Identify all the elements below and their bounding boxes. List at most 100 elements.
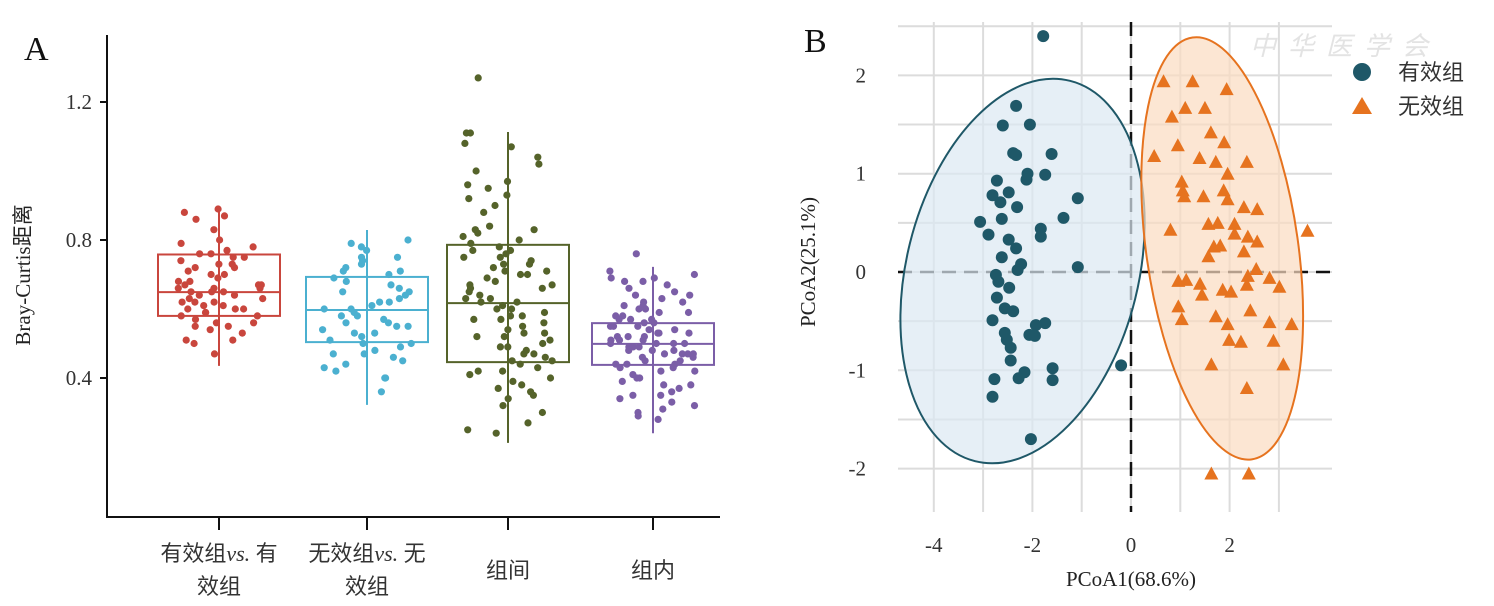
data-point [690,402,699,410]
data-point [210,350,219,358]
data-point-circle [1010,99,1023,112]
data-point-triangle [1204,466,1219,480]
data-point [503,191,511,199]
y-axis-label-b: PCoA2(25.1%) [796,197,820,327]
data-point [177,312,185,320]
data-point [214,205,222,213]
data-point [210,298,218,306]
data-point [384,319,392,327]
data-point-circle [1029,319,1042,332]
data-point-circle [1002,186,1015,199]
data-point [219,288,228,296]
data-point-circle [986,390,999,403]
data-point [504,343,512,351]
data-point [404,322,412,330]
data-point [492,429,500,437]
data-point [228,260,236,268]
x-tick-label-b: -4 [925,533,943,557]
data-point [185,295,193,303]
data-point [548,357,556,365]
data-point [506,246,515,254]
data-point [632,250,640,258]
category-label-vs: vs. [374,541,398,566]
data-point-triangle [1300,223,1315,237]
data-point-circle [1007,305,1020,318]
data-point [486,222,494,230]
data-point [396,343,405,351]
data-point [347,239,355,247]
y-tick-label-a: 1.2 [66,90,92,114]
data-point [332,367,340,375]
data-point-triangle [1217,135,1232,149]
data-point [174,277,183,285]
data-point [224,322,232,330]
data-point [216,236,224,244]
data-point [363,246,371,254]
x-tick-label-a: 组内 [631,558,675,583]
data-point [326,336,334,344]
data-point-circle [1071,192,1084,205]
data-point-circle [1004,354,1017,367]
legend-triangle-icon [1352,97,1372,114]
data-point [320,305,328,313]
box-group [305,229,429,405]
y-tick-label-a: 0.4 [66,366,93,390]
data-point [496,343,504,351]
data-point [524,419,532,427]
data-point [691,367,699,375]
data-point [546,336,554,344]
data-point [499,302,507,310]
x-tick-label-a: 无效组vs. 无 [308,541,425,566]
data-point [359,339,367,348]
data-point [639,277,647,285]
data-point [627,315,635,323]
box-group [157,205,281,366]
data-point [215,260,223,268]
data-point [519,322,527,330]
data-point [641,357,649,365]
data-point [240,305,248,313]
data-point [385,298,393,306]
box-group [591,250,715,434]
data-point [395,295,403,303]
data-point [659,405,667,413]
data-point [540,319,548,327]
data-point-circle [990,291,1003,304]
data-point [206,326,214,334]
data-point [177,257,185,265]
data-point-circle [1003,281,1016,294]
data-point-triangle [1241,466,1256,480]
data-point [250,319,258,327]
data-point [499,402,507,410]
data-point [500,260,508,268]
data-point [670,346,678,354]
data-point [393,322,401,330]
data-point-triangle [1222,332,1237,346]
data-point-triangle [1164,109,1179,123]
data-point [518,312,526,320]
data-point [629,391,637,399]
data-point-circle [1028,329,1041,342]
data-point [407,339,415,348]
data-point [474,229,482,237]
data-point [508,305,516,313]
data-point [541,353,549,361]
watermark: 中华医学会 [1250,32,1440,61]
data-point [681,339,689,348]
data-point [472,167,480,175]
boxes-a [157,74,715,443]
data-point [607,274,615,282]
data-point-circle [1004,341,1017,354]
data-point [473,333,481,341]
box [157,253,281,317]
data-point-triangle [1236,244,1251,258]
data-point-triangle [1240,229,1255,243]
data-point-circle [1010,242,1023,255]
data-point [178,298,186,306]
data-point-triangle [1239,380,1254,394]
data-point [534,364,542,372]
data-point-circle [1010,149,1023,161]
data-point [214,274,222,282]
data-point-triangle [1239,154,1254,168]
data-point [212,319,220,327]
